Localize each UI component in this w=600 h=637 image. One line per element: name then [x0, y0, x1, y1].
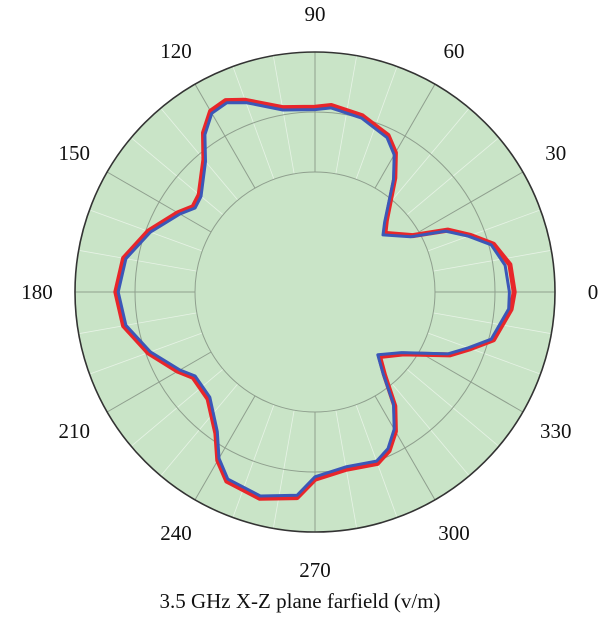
- angle-tick-label-270: 270: [299, 558, 331, 580]
- angle-tick-label-240: 240: [160, 521, 192, 545]
- plot-background: [75, 52, 555, 532]
- grid-ring: [194, 171, 436, 413]
- angle-tick-label-60: 60: [444, 39, 465, 63]
- series-layer: [113, 97, 517, 501]
- angle-tick-label-90: 90: [305, 2, 326, 26]
- angle-tick-label-30: 30: [545, 141, 566, 165]
- angle-tick-label-180: 180: [21, 280, 53, 304]
- chart-title: 3.5 GHz X-Z plane farfield (v/m): [159, 589, 441, 613]
- angle-tick-labels: 0 30 60 90 120 150 180 210 240 270 300 330: [21, 2, 598, 580]
- outer-ring: [74, 51, 556, 533]
- angle-tick-label-210: 210: [58, 419, 90, 443]
- grid-ring: [134, 111, 496, 473]
- angle-tick-label-150: 150: [58, 141, 90, 165]
- polar-chart: 0 30 60 90 120 150 180 210 240 270 300 330: [21, 2, 598, 580]
- polar-grid: [74, 51, 556, 533]
- plot-area: [75, 52, 555, 532]
- angle-tick-label-0: 0: [588, 280, 599, 304]
- series-trace-2: [116, 101, 511, 498]
- angle-tick-label-300: 300: [438, 521, 470, 545]
- angle-tick-label-120: 120: [160, 39, 192, 63]
- angle-tick-label-330: 330: [540, 419, 572, 443]
